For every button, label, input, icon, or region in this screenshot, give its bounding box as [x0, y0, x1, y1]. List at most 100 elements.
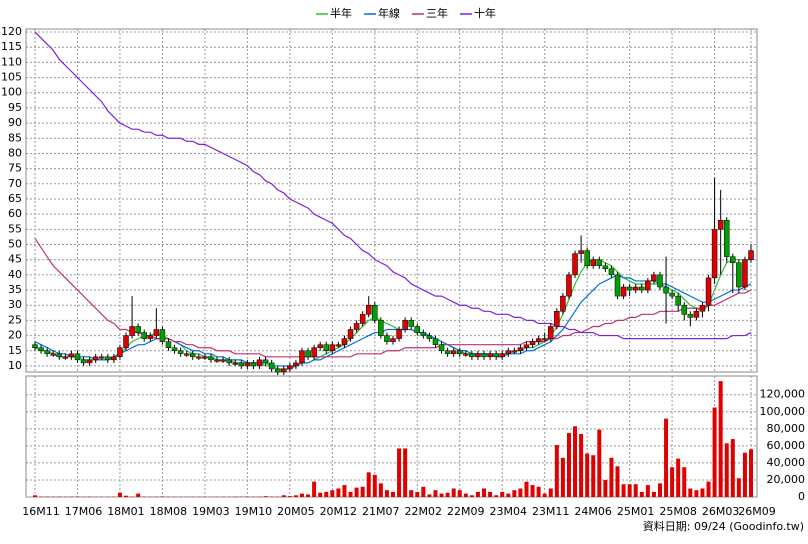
candle-body — [742, 260, 747, 287]
volume-bar — [385, 490, 389, 497]
volume-bar — [488, 492, 492, 497]
volume-bar — [616, 466, 620, 497]
candle-body — [391, 339, 396, 342]
y-tick-label: 20 — [8, 329, 22, 342]
volume-bar — [342, 485, 346, 497]
volume-bar — [494, 495, 498, 497]
x-tick-label: 19M03 — [192, 505, 230, 518]
y-tick-label: 90 — [8, 116, 22, 129]
volume-panel — [26, 376, 757, 497]
volume-bar — [585, 454, 589, 497]
legend-label: 年線 — [378, 6, 400, 20]
volume-bar — [433, 490, 437, 497]
volume-bar — [555, 445, 559, 497]
volume-bar — [349, 492, 353, 497]
candle-body — [591, 260, 596, 266]
candle-body — [378, 320, 383, 335]
candle-body — [360, 314, 365, 323]
volume-bar — [312, 482, 316, 497]
y2-tick-label: 0 — [798, 490, 805, 503]
candle-body — [239, 363, 244, 366]
candle-body — [488, 354, 493, 357]
candle-body — [536, 339, 541, 342]
y-tick-label: 80 — [8, 146, 22, 159]
candle-body — [93, 357, 98, 360]
candle-body — [160, 330, 165, 342]
candle-body — [542, 339, 547, 341]
candle-body — [457, 351, 462, 354]
volume-bar — [136, 494, 140, 497]
candle-body — [500, 354, 505, 357]
volume-bar — [737, 478, 741, 497]
y-tick-label: 35 — [8, 283, 22, 296]
candle-body — [706, 278, 711, 305]
candle-body — [736, 263, 741, 287]
candle-body — [57, 354, 62, 357]
candle-body — [409, 320, 414, 326]
volume-bar — [482, 488, 486, 497]
y-tick-label: 75 — [8, 162, 22, 175]
candle-body — [87, 360, 92, 363]
volume-bar — [518, 488, 522, 497]
volume-bar — [658, 483, 662, 497]
y-tick-label: 10 — [8, 359, 22, 372]
candle-body — [415, 326, 420, 332]
candle-body — [263, 360, 268, 363]
candle-body — [245, 363, 250, 366]
volume-bar — [549, 488, 553, 497]
volume-bar — [476, 492, 480, 497]
x-tick-label: 19M10 — [235, 505, 273, 518]
y-tick-label: 70 — [8, 177, 22, 190]
y-tick-label: 120 — [1, 25, 22, 38]
candle-body — [227, 360, 232, 363]
volume-bar — [725, 443, 729, 497]
candle-body — [439, 345, 444, 351]
x-tick-label: 26M03 — [702, 505, 740, 518]
x-tick-label: 25M01 — [617, 505, 655, 518]
candle-body — [312, 348, 317, 357]
candle-body — [670, 293, 675, 296]
volume-bar — [361, 487, 365, 497]
legend: 半年年線三年十年 — [316, 6, 496, 20]
candle-body — [512, 351, 517, 353]
volume-bar — [537, 487, 541, 497]
volume-bar — [676, 459, 680, 497]
candle-body — [142, 333, 147, 339]
x-tick-label: 22M02 — [405, 505, 443, 518]
candle-body — [318, 345, 323, 348]
volume-bar — [573, 426, 577, 497]
y-tick-label: 30 — [8, 298, 22, 311]
candle-body — [621, 287, 626, 296]
y-tick-label: 105 — [1, 71, 22, 84]
volume-bar — [373, 475, 377, 497]
volume-bar — [458, 490, 462, 497]
candle-body — [384, 336, 389, 342]
candle-body — [33, 345, 38, 348]
x-tick-label: 16M11 — [22, 505, 60, 518]
y2-tick-label: 100,000 — [760, 405, 806, 418]
volume-bar — [609, 458, 613, 497]
volume-bar — [440, 494, 444, 497]
volume-bar — [470, 495, 474, 497]
candle-body — [724, 220, 729, 256]
volume-bar — [500, 492, 504, 497]
volume-bar — [506, 494, 510, 497]
candle-body — [548, 326, 553, 338]
volume-bar — [670, 467, 674, 497]
volume-bar — [288, 496, 292, 497]
x-tick-label: 23M04 — [489, 505, 527, 518]
candle-body — [299, 351, 304, 363]
candle-body — [530, 342, 535, 345]
x-tick-label: 17M06 — [65, 505, 103, 518]
candle-body — [712, 229, 717, 278]
volume-bar — [300, 494, 304, 497]
candle-body — [633, 287, 638, 290]
legend-label: 三年 — [426, 6, 448, 20]
candle-body — [597, 260, 602, 266]
volume-bar — [579, 434, 583, 497]
candle-body — [166, 342, 171, 348]
candle-body — [730, 257, 735, 263]
candle-body — [45, 351, 50, 354]
candle-body — [287, 366, 292, 369]
